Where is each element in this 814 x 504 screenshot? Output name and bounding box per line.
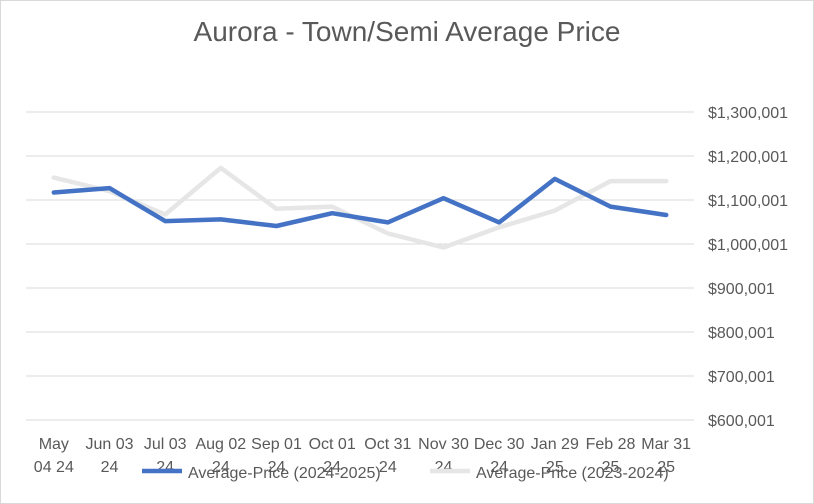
legend-item: Average-Price (2023-2024) — [430, 465, 669, 482]
y-tick-label: $600,001 — [708, 413, 775, 430]
legend: Average-Price (2024-2025) Average-Price (… — [142, 465, 669, 482]
chart-title: Aurora - Town/Semi Average Price — [193, 16, 621, 47]
y-tick-label: $1,100,001 — [708, 193, 788, 210]
y-tick-label: $700,001 — [708, 369, 775, 386]
x-tick-label-line: Nov 30 — [418, 436, 469, 453]
x-tick-label-line: 24 — [379, 459, 397, 476]
x-tick-label-line: Sep 01 — [251, 436, 302, 453]
x-tick-label-line: 24 — [156, 459, 174, 476]
x-tick-label-line: 24 — [268, 459, 286, 476]
x-tick-label-line: Oct 31 — [364, 436, 411, 453]
x-axis-tick-labels: May 04 24 Jun 03 24 Jul 03 24 Aug 02 24 Sep 01 24… — [34, 436, 691, 476]
x-tick-label: Feb 28 25 — [586, 436, 636, 476]
x-tick-label-line: 25 — [602, 459, 620, 476]
y-tick-label: $1,000,001 — [708, 237, 788, 254]
x-tick-label-line: Mar 31 — [641, 436, 691, 453]
x-tick-label: Oct 01 24 — [309, 436, 356, 476]
x-tick-label-line: 24 — [101, 459, 119, 476]
y-tick-label: $1,200,001 — [708, 149, 788, 166]
y-tick-label: $800,001 — [708, 325, 775, 342]
x-tick-label-line: Jan 29 — [531, 436, 579, 453]
x-tick-label: Dec 30 24 — [474, 436, 525, 476]
series-lines — [51, 165, 669, 250]
legend-item: Average-Price (2024-2025) — [142, 465, 381, 482]
y-axis-tick-labels: $600,001 $700,001 $800,001 $900,001 $1,000,0… — [708, 105, 788, 430]
x-tick-label-line: May — [39, 436, 69, 453]
x-tick-label-line: 24 — [490, 459, 508, 476]
x-tick-label-line: Aug 02 — [195, 436, 246, 453]
x-tick-label: May 04 24 — [34, 436, 74, 476]
legend-label: Average-Price (2024-2025) — [188, 465, 381, 482]
x-tick-label: Jan 29 25 — [531, 436, 579, 476]
x-tick-label-line: 24 — [212, 459, 230, 476]
x-tick-label-line: Oct 01 — [309, 436, 356, 453]
x-tick-label-line: Jul 03 — [144, 436, 187, 453]
x-tick-label-line: Dec 30 — [474, 436, 525, 453]
x-tick-label: Mar 31 25 — [641, 436, 691, 476]
x-tick-label: Jun 03 24 — [85, 436, 133, 476]
y-tick-label: $900,001 — [708, 281, 775, 298]
x-tick-label-line: 24 — [435, 459, 453, 476]
x-tick-label: Sep 01 24 — [251, 436, 302, 476]
x-tick-label-line: 25 — [546, 459, 564, 476]
legend-label: Average-Price (2023-2024) — [476, 465, 669, 482]
x-tick-label-line: Feb 28 — [586, 436, 636, 453]
gridlines — [26, 111, 694, 421]
x-tick-label-line: 04 24 — [34, 459, 74, 476]
y-tick-label: $1,300,001 — [708, 105, 788, 122]
x-tick-label-line: Jun 03 — [85, 436, 133, 453]
x-tick-label-line: 25 — [657, 459, 675, 476]
series-line — [51, 176, 669, 229]
x-tick-label-line: 24 — [323, 459, 341, 476]
x-tick-label: Aug 02 24 — [195, 436, 246, 476]
x-tick-label: Oct 31 24 — [364, 436, 411, 476]
